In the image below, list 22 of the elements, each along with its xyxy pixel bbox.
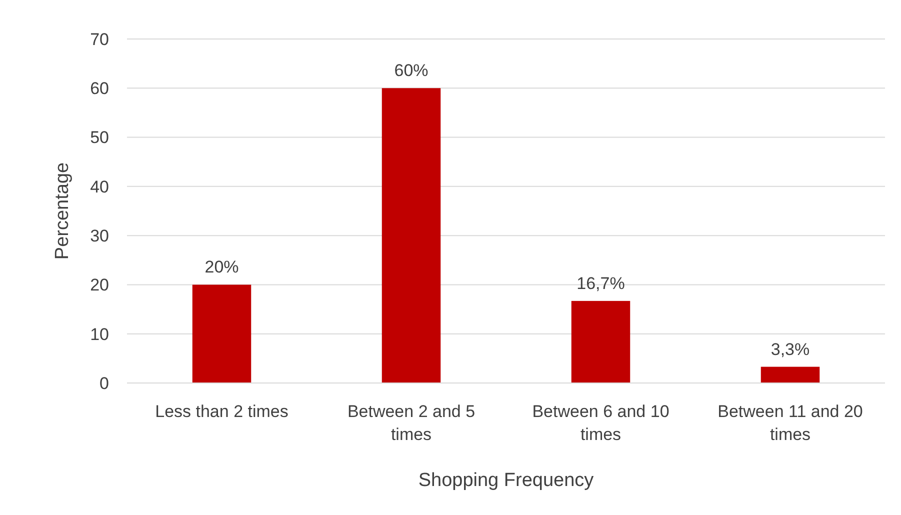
bar: [382, 88, 441, 383]
x-tick-label: Between 6 and 10 times: [532, 402, 670, 444]
data-label: 60%: [394, 61, 428, 80]
y-tick-label: 10: [90, 324, 109, 344]
y-tick-label: 50: [90, 128, 109, 148]
y-axis-title: Percentage: [52, 162, 73, 260]
x-tick-label: Between 2 and 5 times: [347, 402, 476, 444]
x-axis-title: Shopping Frequency: [418, 470, 594, 491]
data-label: 3,3%: [770, 340, 810, 359]
y-tick-label: 40: [90, 177, 109, 196]
y-tick-label: 30: [90, 226, 109, 246]
y-tick-label: 0: [100, 374, 109, 393]
y-tick-label: 70: [90, 30, 109, 49]
bar: [192, 284, 252, 383]
bar: [760, 366, 820, 383]
y-tick-label: 20: [90, 276, 109, 295]
y-tick-label: 60: [90, 79, 109, 98]
x-tick-label: Less than 2 times: [155, 402, 288, 421]
x-tick-label: Between 11 and 20 times: [718, 402, 863, 444]
bar: [571, 300, 630, 383]
data-label: 20%: [204, 258, 239, 277]
data-label: 16,7%: [576, 274, 625, 293]
